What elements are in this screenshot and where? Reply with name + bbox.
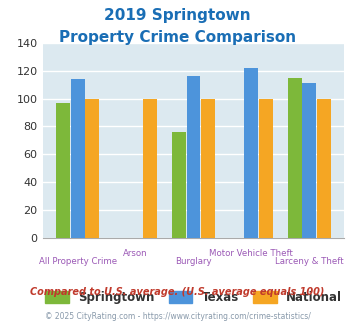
Text: Motor Vehicle Theft: Motor Vehicle Theft: [209, 249, 293, 258]
Text: All Property Crime: All Property Crime: [39, 257, 117, 266]
Text: Burglary: Burglary: [175, 257, 212, 266]
Bar: [201, 99, 215, 238]
Bar: [259, 99, 273, 238]
Bar: [143, 99, 157, 238]
Text: Larceny & Theft: Larceny & Theft: [275, 257, 344, 266]
Legend: Springtown, Texas, National: Springtown, Texas, National: [40, 286, 347, 309]
Text: Property Crime Comparison: Property Crime Comparison: [59, 30, 296, 45]
Bar: [244, 68, 258, 238]
Bar: [56, 103, 70, 238]
Bar: [186, 76, 201, 238]
Bar: [317, 99, 331, 238]
Bar: [85, 99, 99, 238]
Text: Compared to U.S. average. (U.S. average equals 100): Compared to U.S. average. (U.S. average …: [30, 287, 325, 297]
Text: © 2025 CityRating.com - https://www.cityrating.com/crime-statistics/: © 2025 CityRating.com - https://www.city…: [45, 312, 310, 321]
Bar: [71, 79, 85, 238]
Bar: [172, 132, 186, 238]
Text: 2019 Springtown: 2019 Springtown: [104, 8, 251, 23]
Bar: [302, 83, 316, 238]
Bar: [288, 78, 302, 238]
Text: Arson: Arson: [123, 249, 148, 258]
